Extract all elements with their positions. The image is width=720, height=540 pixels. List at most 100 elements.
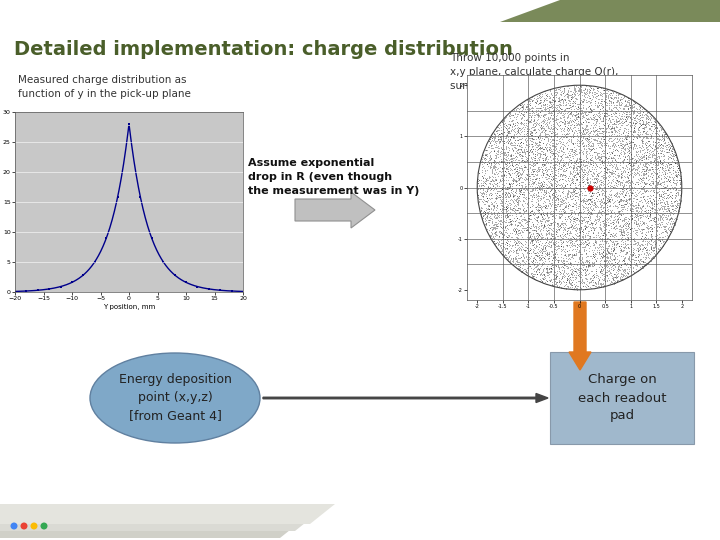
Point [619, 172, 631, 181]
Point [602, 197, 613, 205]
Point [533, 203, 544, 212]
Point [579, 91, 590, 99]
Point [581, 276, 593, 285]
Point [571, 110, 582, 119]
Point [585, 261, 596, 270]
Point [642, 249, 654, 258]
Point [641, 179, 652, 187]
Point [557, 205, 568, 213]
Point [558, 267, 570, 275]
Point [527, 210, 539, 218]
Point [547, 110, 559, 119]
Point [491, 212, 503, 221]
Point [572, 257, 584, 266]
Point [500, 124, 511, 133]
Point [488, 135, 500, 144]
Point [641, 222, 652, 231]
Point [624, 171, 635, 179]
Point [610, 190, 621, 199]
Point [516, 109, 528, 118]
Point [513, 251, 524, 259]
Point [630, 195, 642, 204]
Point [488, 179, 500, 187]
Point [525, 261, 536, 270]
Point [577, 172, 588, 181]
Point [552, 219, 563, 228]
Point [521, 114, 533, 123]
Point [562, 127, 574, 136]
Point [541, 195, 552, 204]
Point [579, 197, 590, 206]
Point [597, 266, 608, 275]
Point [536, 133, 547, 142]
Point [634, 179, 646, 188]
Point [582, 261, 593, 269]
Point [618, 259, 630, 267]
Point [486, 193, 498, 202]
Point [500, 228, 512, 237]
Point [545, 159, 557, 167]
Point [517, 146, 528, 155]
Point [593, 214, 604, 223]
Point [634, 158, 646, 167]
Point [651, 177, 662, 186]
Point [580, 117, 592, 126]
Point [600, 133, 611, 141]
Point [508, 146, 519, 154]
Point [555, 105, 567, 114]
Point [662, 235, 673, 244]
Point [647, 140, 659, 149]
Point [606, 118, 617, 126]
Point [605, 161, 616, 170]
Point [530, 183, 541, 192]
Point [573, 217, 585, 226]
Point [556, 95, 567, 104]
Point [575, 134, 586, 143]
Point [570, 236, 581, 245]
Point [489, 165, 500, 173]
Point [674, 195, 685, 204]
Point [534, 240, 545, 248]
Point [636, 120, 647, 129]
Point [617, 197, 629, 206]
Point [600, 173, 611, 182]
Point [596, 262, 608, 271]
Point [619, 259, 631, 268]
Point [573, 185, 585, 193]
Point [639, 187, 651, 195]
Point [559, 118, 570, 127]
Point [494, 217, 505, 225]
Point [657, 156, 668, 164]
Point [636, 205, 647, 214]
Point [498, 238, 509, 247]
Point [593, 119, 605, 127]
Point [577, 250, 588, 259]
Point [641, 146, 652, 154]
Point [612, 206, 624, 215]
Point [503, 212, 514, 221]
Point [579, 109, 590, 117]
Point [619, 101, 631, 110]
Point [548, 219, 559, 228]
Point [620, 261, 631, 269]
Point [520, 268, 531, 277]
Point [485, 185, 497, 194]
Point [523, 254, 535, 263]
Point [509, 161, 521, 170]
Point [613, 197, 625, 205]
Point [557, 273, 568, 281]
Point [627, 234, 639, 243]
Point [581, 86, 593, 95]
Point [674, 202, 685, 211]
Point [630, 164, 642, 173]
Point [583, 238, 595, 246]
Point [546, 259, 557, 267]
Point [559, 278, 570, 286]
Point [639, 179, 651, 188]
Point [654, 242, 665, 251]
Point [626, 251, 638, 259]
Point [485, 227, 496, 236]
Point [526, 249, 537, 258]
Point [541, 186, 552, 194]
Point [568, 187, 580, 195]
